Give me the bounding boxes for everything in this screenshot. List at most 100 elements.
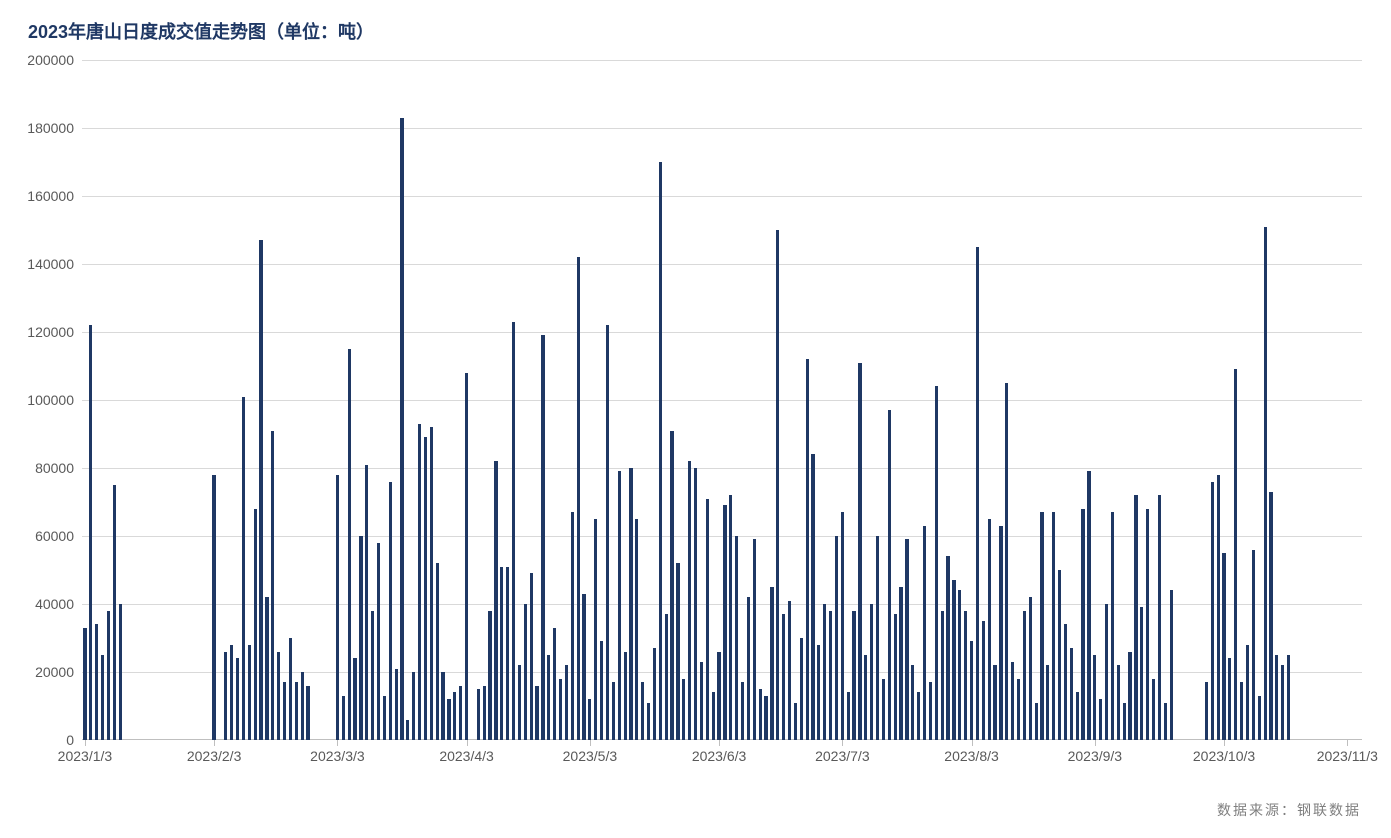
bar — [1111, 512, 1114, 740]
plot-area: 0200004000060000800001000001200001400001… — [82, 60, 1362, 740]
bar — [847, 692, 850, 740]
bar — [1005, 383, 1008, 740]
bar — [119, 604, 122, 740]
bar — [113, 485, 116, 740]
bar — [1228, 658, 1231, 740]
bar — [759, 689, 762, 740]
y-tick-label: 20000 — [35, 664, 82, 680]
bar — [459, 686, 462, 740]
bar — [1134, 495, 1137, 740]
bar — [506, 567, 509, 740]
x-tick-label: 2023/9/3 — [1068, 740, 1123, 764]
x-tick-label: 2023/11/3 — [1317, 740, 1378, 764]
bar — [782, 614, 785, 740]
bar — [1222, 553, 1225, 740]
bar — [929, 682, 932, 740]
bar — [823, 604, 826, 740]
bar — [952, 580, 955, 740]
bar — [236, 658, 239, 740]
bar — [524, 604, 527, 740]
bar — [547, 655, 550, 740]
bar — [1258, 696, 1261, 740]
bar — [371, 611, 374, 740]
bar — [588, 699, 591, 740]
bar — [923, 526, 926, 740]
bar — [565, 665, 568, 740]
bar — [624, 652, 627, 740]
bar — [1146, 509, 1149, 740]
bar — [1046, 665, 1049, 740]
bar — [712, 692, 715, 740]
bar — [1252, 550, 1255, 740]
bar — [283, 682, 286, 740]
bar — [911, 665, 914, 740]
y-gridline — [82, 196, 1362, 197]
bar — [559, 679, 562, 740]
bar — [101, 655, 104, 740]
bar — [248, 645, 251, 740]
bar — [1123, 703, 1126, 740]
bar — [1117, 665, 1120, 740]
bar — [582, 594, 585, 740]
bar — [1017, 679, 1020, 740]
y-tick-label: 180000 — [27, 120, 82, 136]
bar — [870, 604, 873, 740]
bar — [406, 720, 409, 740]
bar — [1170, 590, 1173, 740]
bar — [618, 471, 621, 740]
bar — [1158, 495, 1161, 740]
bar — [430, 427, 433, 740]
bar — [1058, 570, 1061, 740]
bar — [741, 682, 744, 740]
bar — [348, 349, 351, 740]
bar — [735, 536, 738, 740]
bar — [1093, 655, 1096, 740]
bar — [700, 662, 703, 740]
bar — [600, 641, 603, 740]
bar — [571, 512, 574, 740]
bar — [665, 614, 668, 740]
bar — [899, 587, 902, 740]
bar — [553, 628, 556, 740]
bar — [982, 621, 985, 740]
bar — [970, 641, 973, 740]
bar — [488, 611, 491, 740]
bar — [1052, 512, 1055, 740]
bar — [999, 526, 1002, 740]
y-gridline — [82, 128, 1362, 129]
bar — [694, 468, 697, 740]
bar — [336, 475, 339, 740]
bar — [717, 652, 720, 740]
bar — [500, 567, 503, 740]
bar — [1105, 604, 1108, 740]
bar — [1011, 662, 1014, 740]
y-gridline — [82, 400, 1362, 401]
bar — [647, 703, 650, 740]
bar — [242, 397, 245, 740]
bar — [359, 536, 362, 740]
bar — [635, 519, 638, 740]
bar — [230, 645, 233, 740]
bar — [770, 587, 773, 740]
x-tick-label: 2023/5/3 — [563, 740, 618, 764]
bar — [800, 638, 803, 740]
bar — [1281, 665, 1284, 740]
bar — [629, 468, 632, 740]
bar — [729, 495, 732, 740]
bar — [858, 363, 861, 740]
bar — [306, 686, 309, 740]
bar — [852, 611, 855, 740]
bar — [418, 424, 421, 740]
bar — [641, 682, 644, 740]
bar — [342, 696, 345, 740]
bar — [988, 519, 991, 740]
bar — [389, 482, 392, 740]
bar — [1264, 227, 1267, 740]
bar — [888, 410, 891, 740]
bar — [976, 247, 979, 740]
bar — [1064, 624, 1067, 740]
bar — [254, 509, 257, 740]
bar — [1140, 607, 1143, 740]
bar — [530, 573, 533, 740]
bar — [483, 686, 486, 740]
